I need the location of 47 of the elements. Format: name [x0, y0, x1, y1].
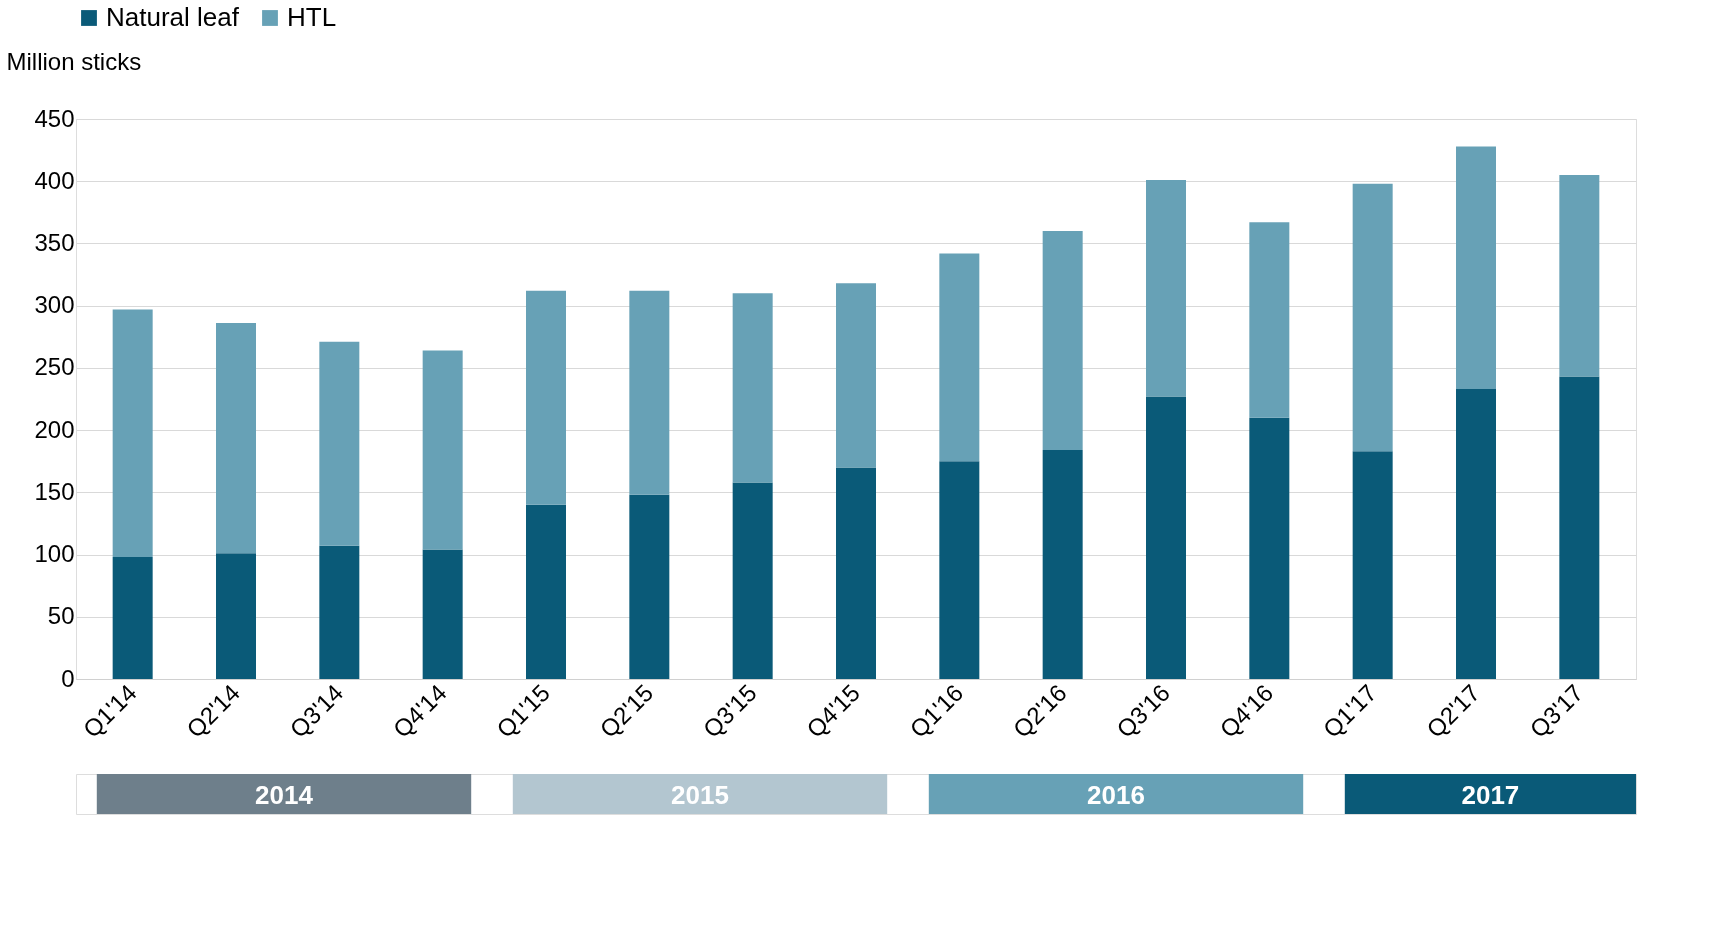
text: 2014 [255, 780, 314, 810]
bar [939, 461, 980, 679]
bar [1042, 450, 1083, 679]
bar [732, 293, 773, 483]
bar [526, 504, 566, 679]
bar [1352, 183, 1393, 452]
y-tick-label: 50 [47, 602, 75, 630]
bar [1249, 417, 1290, 679]
legend-label: Natural leaf [106, 2, 240, 32]
bar [526, 290, 566, 505]
bar [939, 253, 980, 462]
bar [319, 341, 360, 546]
bar [216, 553, 256, 679]
bar [1456, 146, 1496, 390]
bar [112, 557, 153, 679]
y-tick-label: 450 [34, 104, 75, 132]
bar [422, 549, 463, 679]
y-tick-label: 300 [34, 291, 75, 319]
bar [1146, 396, 1186, 679]
bar [629, 494, 670, 679]
y-tick-label: 100 [34, 540, 75, 568]
y-tick-label: 0 [61, 664, 75, 692]
y-tick-label: 400 [34, 166, 75, 194]
bar [1146, 179, 1186, 397]
bar [319, 545, 360, 679]
bar [1559, 175, 1600, 377]
y-tick-label: 200 [34, 415, 75, 443]
bar [112, 309, 153, 558]
y-tick-label: 350 [34, 228, 75, 256]
legend-label: HTL [287, 2, 337, 32]
bar [1042, 231, 1083, 451]
bar [732, 482, 773, 679]
bar [1559, 376, 1600, 679]
bar [216, 323, 256, 554]
bar [1249, 222, 1290, 418]
bar [836, 467, 876, 679]
bar [629, 290, 670, 495]
text: 2017 [1461, 780, 1520, 810]
bar [422, 350, 463, 550]
bar [1456, 389, 1496, 679]
y-tick-label: 150 [34, 477, 75, 505]
bar [836, 283, 876, 468]
bar [1352, 451, 1393, 679]
y-axis-title: Million sticks [6, 47, 142, 75]
y-tick-label: 250 [34, 353, 75, 381]
text: 2016 [1087, 780, 1145, 810]
text: 2015 [671, 780, 729, 810]
